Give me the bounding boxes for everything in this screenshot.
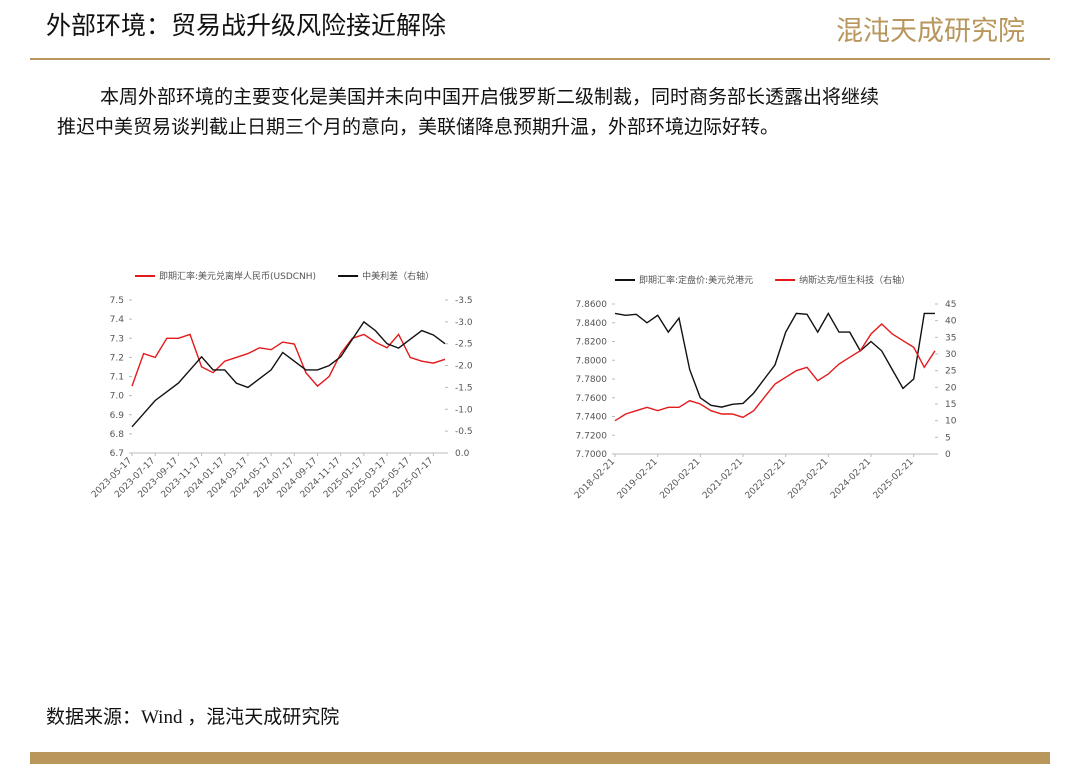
y2-tick-label: 0.0 — [455, 449, 470, 459]
y-tick-label: 7.0 — [110, 392, 125, 402]
x-tick-label: 2018-02-21 — [573, 457, 617, 501]
y-tick-label: 7.8600 — [576, 300, 608, 310]
y-tick-label: 7.4 — [110, 315, 125, 325]
y2-tick-label: 5 — [945, 433, 951, 443]
y-tick-label: 7.2 — [110, 353, 124, 363]
x-tick-label: 2021-02-21 — [701, 457, 745, 501]
source: 数据来源：Wind ，混沌天成研究院 — [46, 706, 339, 728]
x-tick-label: 2020-02-21 — [658, 457, 702, 501]
legend-label: 即期汇率:定盘价:美元兑港元 — [639, 274, 753, 286]
y2-tick-label: 25 — [945, 367, 956, 377]
series-line — [131, 320, 446, 428]
x-tick-label: 2022-02-21 — [744, 457, 788, 501]
legend-label: 中美利差（右轴） — [362, 270, 434, 282]
y2-tick-label: 40 — [945, 317, 957, 327]
y-tick-label: 7.8000 — [576, 356, 608, 366]
y2-tick-label: -3.5 — [455, 296, 473, 306]
logo: 混沌天成研究院 — [836, 16, 1025, 46]
y2-tick-label: 45 — [945, 300, 956, 310]
x-tick-label: 2025-02-21 — [872, 457, 916, 501]
legend-label: 即期汇率:美元兑离岸人民币(USDCNH) — [159, 270, 316, 282]
y2-tick-label: 35 — [945, 333, 956, 343]
series-line — [614, 311, 935, 408]
y-tick-label: 7.7600 — [576, 394, 608, 404]
y2-tick-label: 20 — [945, 383, 957, 393]
y-tick-label: 7.1 — [110, 373, 124, 383]
x-tick-label: 2019-02-21 — [616, 457, 660, 501]
y2-tick-label: 30 — [945, 350, 957, 360]
y2-tick-label: -3.0 — [455, 318, 473, 328]
footer-bar — [30, 752, 1050, 764]
y2-tick-label: -0.5 — [455, 427, 473, 437]
title: 外部环境：贸易战升级风险接近解除 — [46, 12, 446, 40]
y-tick-label: 6.7 — [110, 449, 124, 459]
y-tick-label: 7.7200 — [576, 431, 608, 441]
y-tick-label: 6.8 — [110, 430, 125, 440]
y-tick-label: 7.7800 — [576, 375, 608, 385]
header-rule — [30, 58, 1050, 60]
y-tick-label: 6.9 — [110, 411, 125, 421]
legend-label: 纳斯达克/恒生科技（右轴） — [799, 274, 910, 286]
series-line — [131, 333, 446, 388]
y2-tick-label: -2.5 — [455, 340, 473, 350]
paragraph-line: 推迟中美贸易谈判截止日期三个月的意向，美联储降息预期升温，外部环境边际好转。 — [57, 116, 779, 138]
y2-tick-label: -1.5 — [455, 383, 473, 393]
y2-tick-label: 15 — [945, 400, 956, 410]
y-tick-label: 7.8400 — [576, 319, 608, 329]
y-tick-label: 7.7000 — [576, 450, 608, 460]
x-tick-label: 2024-02-21 — [829, 457, 873, 501]
series-line — [614, 323, 936, 422]
y-tick-label: 7.7400 — [576, 413, 608, 423]
y2-tick-label: 0 — [945, 450, 951, 460]
y-tick-label: 7.8200 — [576, 338, 608, 348]
paragraph-line: 本周外部环境的主要变化是美国并未向中国开启俄罗斯二级制裁，同时商务部长透露出将继… — [100, 86, 879, 108]
y2-tick-label: 10 — [945, 417, 957, 427]
x-tick-label: 2023-02-21 — [786, 457, 830, 501]
y2-tick-label: -2.0 — [455, 362, 473, 372]
y2-tick-label: -1.0 — [455, 405, 473, 415]
y-tick-label: 7.5 — [110, 296, 124, 306]
y-tick-label: 7.3 — [110, 334, 124, 344]
